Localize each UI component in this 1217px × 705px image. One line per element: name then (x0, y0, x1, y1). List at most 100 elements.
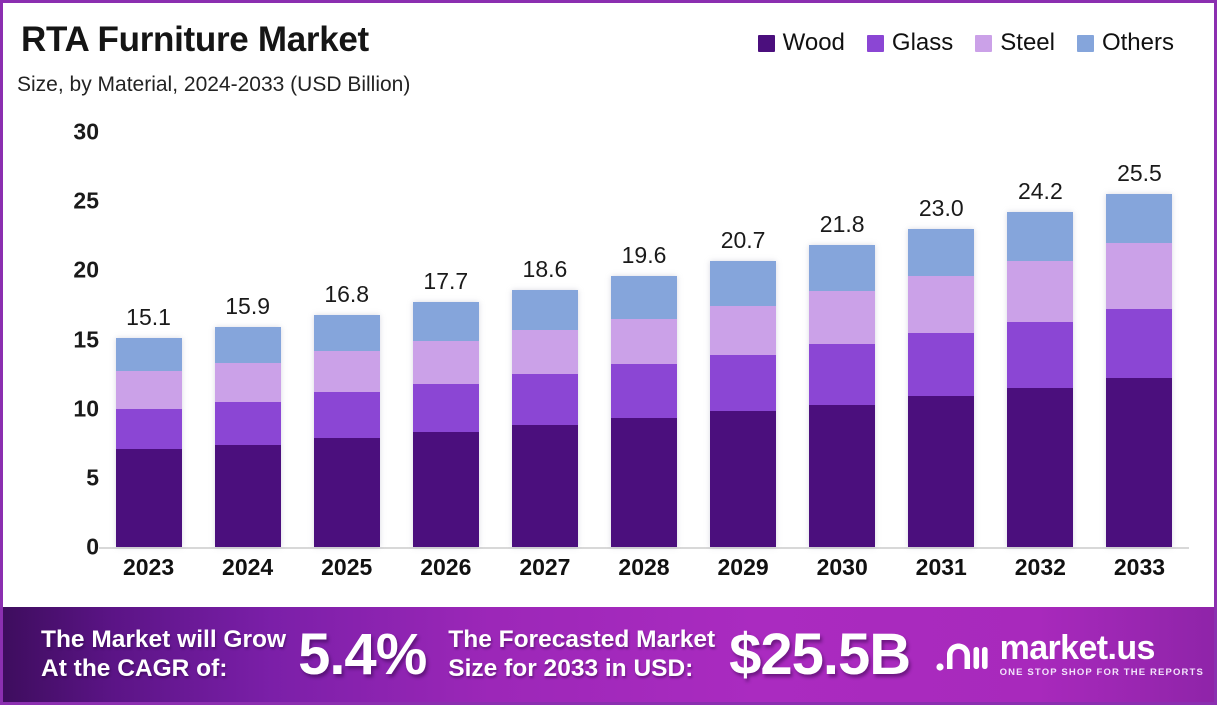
bar-segment-glass[interactable] (1106, 309, 1173, 379)
x-axis-tick-label: 2027 (519, 554, 571, 580)
bar-segment-wood[interactable] (809, 404, 876, 547)
stacked-bar[interactable] (412, 302, 479, 547)
legend-item-wood[interactable]: Wood (757, 29, 845, 57)
bar-segment-glass[interactable] (313, 392, 380, 438)
bar-segment-glass[interactable] (214, 401, 281, 445)
legend-item-others[interactable]: Others (1076, 29, 1174, 57)
bar-segment-steel[interactable] (115, 371, 182, 409)
y-axis-tick-label: 10 (73, 395, 99, 422)
bar-segment-glass[interactable] (611, 364, 677, 419)
bar-total-label: 17.7 (423, 268, 469, 295)
bar-group-2033[interactable]: 25.5 (1106, 160, 1173, 547)
bar-segment-glass[interactable] (511, 374, 578, 426)
bar-group-2028[interactable]: 19.6 (611, 242, 677, 547)
bar-segment-wood[interactable] (1007, 387, 1074, 547)
bar-segment-others[interactable] (908, 228, 975, 276)
bar-segment-wood[interactable] (511, 425, 578, 547)
stacked-bar[interactable] (611, 275, 677, 547)
bar-segment-others[interactable] (1007, 212, 1074, 261)
bar-group-2026[interactable]: 17.7 (412, 268, 479, 547)
bar-segment-others[interactable] (313, 314, 380, 351)
bar-group-2030[interactable]: 21.8 (809, 211, 876, 547)
legend-swatch-others-icon (1076, 34, 1094, 52)
bar-segment-wood[interactable] (611, 418, 677, 547)
bar-segment-others[interactable] (115, 338, 182, 372)
bar-group-2024[interactable]: 15.9 (214, 293, 281, 547)
bar-group-2025[interactable]: 16.8 (313, 281, 380, 547)
stacked-bar[interactable] (214, 327, 281, 547)
stacked-bar[interactable] (115, 338, 182, 547)
bar-segment-wood[interactable] (1106, 378, 1173, 547)
bar-segment-others[interactable] (412, 302, 479, 341)
x-axis-tick-label: 2032 (1014, 554, 1066, 580)
bar-group-2031[interactable]: 23.0 (908, 195, 975, 547)
x-axis-line (99, 547, 1189, 549)
y-axis-tick-label: 15 (73, 326, 99, 352)
legend-label: Steel (1000, 29, 1055, 56)
x-axis-tick-label: 2025 (321, 554, 373, 580)
stacked-bar[interactable] (908, 228, 975, 547)
bar-segment-steel[interactable] (1007, 260, 1074, 322)
market-us-logo-icon (936, 643, 988, 671)
x-axis-tick-label: 2033 (1113, 554, 1166, 580)
bar-segment-others[interactable] (214, 327, 281, 364)
bar-group-2029[interactable]: 20.7 (710, 227, 777, 547)
legend-swatch-glass-icon (866, 34, 884, 52)
bar-segment-steel[interactable] (313, 350, 380, 393)
x-axis-tick-label: 2028 (618, 554, 670, 580)
bar-group-2032[interactable]: 24.2 (1007, 178, 1074, 547)
bar-segment-glass[interactable] (809, 343, 876, 405)
bar-segment-steel[interactable] (809, 291, 876, 344)
bar-segment-steel[interactable] (412, 340, 479, 384)
legend-swatch-wood-icon (757, 34, 775, 52)
bar-total-label: 15.1 (126, 304, 171, 331)
bar-segment-steel[interactable] (214, 363, 281, 402)
stacked-bar[interactable] (710, 260, 777, 547)
market-us-logo[interactable]: market.us ONE STOP SHOP FOR THE REPORTS (935, 631, 1204, 678)
legend-label: Others (1101, 29, 1174, 56)
bar-segment-wood[interactable] (115, 448, 182, 547)
bar-segment-steel[interactable] (1106, 242, 1173, 310)
stacked-bar[interactable] (511, 289, 578, 547)
stacked-bar[interactable] (313, 314, 380, 547)
stacked-bar[interactable] (1106, 194, 1173, 547)
bar-segment-others[interactable] (809, 245, 876, 292)
y-axis: 0 5 10 15 20 25 30 (3, 108, 99, 613)
cagr-caption-line-2: At the CAGR of: (41, 654, 228, 682)
bar-segment-steel[interactable] (611, 318, 677, 365)
bar-group-2023[interactable]: 15.1 (115, 304, 182, 547)
bar-segment-glass[interactable] (1007, 321, 1074, 388)
bar-total-label: 15.9 (225, 293, 271, 320)
page-title: RTA Furniture Market (21, 20, 369, 59)
bar-segment-steel[interactable] (710, 306, 777, 355)
bar-segment-others[interactable] (710, 260, 777, 307)
bar-segment-wood[interactable] (908, 396, 975, 547)
bar-segment-wood[interactable] (214, 444, 281, 547)
bar-segment-wood[interactable] (313, 437, 380, 547)
page-subtitle: Size, by Material, 2024-2033 (USD Billio… (17, 73, 411, 96)
legend-item-glass[interactable]: Glass (866, 29, 954, 57)
bar-total-label: 16.8 (324, 280, 370, 307)
cagr-value: 5.4% (298, 622, 427, 687)
stacked-bar[interactable] (809, 245, 876, 547)
bar-segment-glass[interactable] (412, 383, 479, 433)
bar-group-2027[interactable]: 18.6 (511, 256, 578, 547)
bar-segment-glass[interactable] (908, 332, 975, 397)
bar-segment-wood[interactable] (710, 411, 777, 547)
bar-segment-others[interactable] (1106, 194, 1173, 243)
bar-total-label: 19.6 (621, 241, 667, 268)
forecast-caption-line-1: The Forecasted Market (448, 625, 716, 653)
bar-segment-others[interactable] (611, 275, 677, 319)
bar-segment-steel[interactable] (908, 275, 975, 333)
bar-segment-wood[interactable] (412, 432, 479, 547)
bar-segment-glass[interactable] (115, 408, 182, 449)
bar-segment-glass[interactable] (710, 354, 777, 412)
bar-segment-steel[interactable] (511, 329, 578, 375)
stacked-bar[interactable] (1007, 212, 1074, 547)
legend-label: Glass (891, 29, 954, 56)
y-axis-tick-label: 20 (73, 256, 99, 283)
legend-item-steel[interactable]: Steel (975, 29, 1055, 57)
bar-segment-others[interactable] (511, 289, 578, 330)
forecast-caption: The Forecasted Market Size for 2033 in U… (448, 626, 715, 684)
